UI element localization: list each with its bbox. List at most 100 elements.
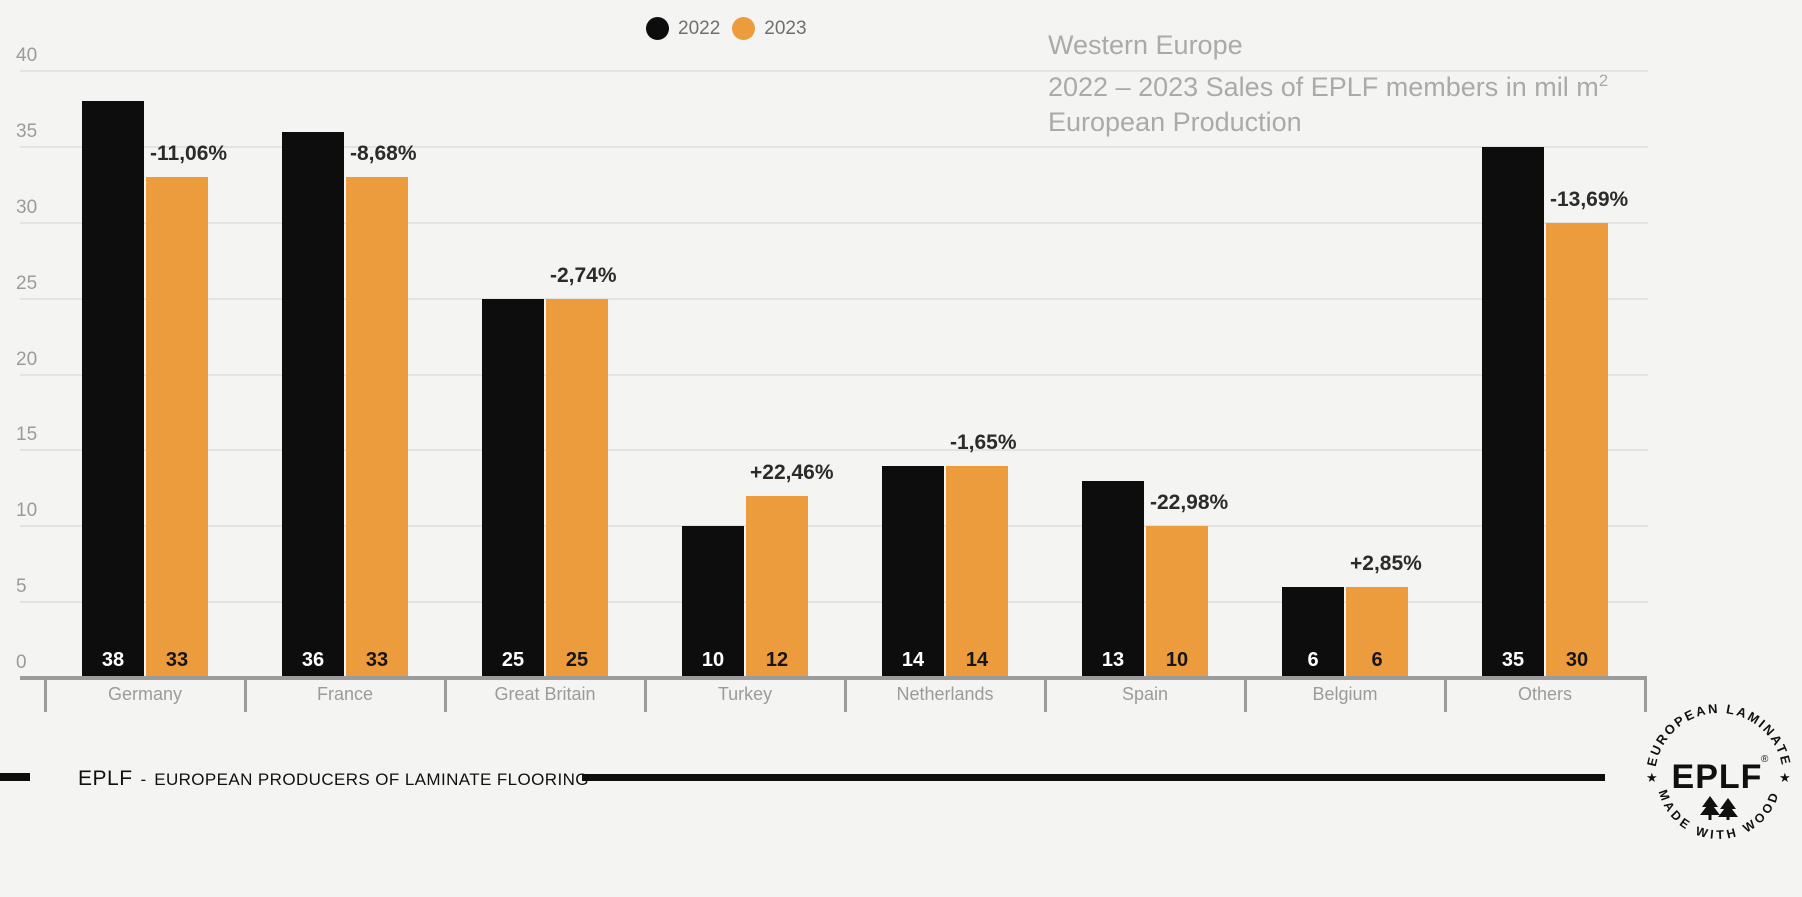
x-axis-tick	[644, 676, 647, 712]
bar-2023	[346, 177, 408, 678]
title-line-1: Western Europe	[1048, 30, 1243, 60]
y-axis-label: 35	[16, 120, 38, 142]
gridline	[20, 601, 1648, 604]
bar-2023	[546, 299, 608, 678]
x-axis-tick	[1444, 676, 1447, 712]
x-category-label: Great Britain	[494, 684, 596, 704]
bar-value-label: 12	[765, 649, 789, 671]
legend-dot-2023-icon	[732, 17, 756, 40]
gridline	[20, 297, 1648, 300]
footer-brand-name: EPLF	[78, 767, 133, 790]
x-axis-tick	[444, 676, 447, 712]
footer-right-rule	[582, 774, 1605, 781]
bar-value-label: 30	[1565, 649, 1589, 671]
bar-2023	[746, 496, 808, 678]
bar-value-label: 33	[165, 649, 189, 671]
y-axis-label: 0	[16, 652, 27, 673]
x-axis-tick	[1244, 676, 1247, 712]
logo-star-right-icon: ★	[1779, 770, 1791, 785]
bar-value-label: 6	[1371, 649, 1383, 671]
x-axis-tick	[1044, 676, 1047, 712]
bar-value-label: 10	[701, 649, 725, 671]
logo-arc-bottom-text: MADE WITH WOOD	[1656, 788, 1783, 842]
bar-2023	[946, 466, 1008, 678]
bar-2022	[82, 101, 144, 678]
bar-value-label: 14	[965, 649, 989, 671]
x-category-label: Others	[1517, 684, 1573, 704]
x-category-label: Belgium	[1312, 684, 1378, 704]
bar-value-label: 13	[1101, 649, 1125, 671]
legend-item-2022: 2022	[646, 17, 720, 40]
bar-2022	[482, 299, 544, 678]
bar-value-label: 33	[365, 649, 389, 671]
bar-value-label: 10	[1165, 649, 1189, 671]
x-category-label: Germany	[107, 684, 183, 704]
gridline	[20, 70, 1648, 72]
legend-dot-2022-icon	[646, 17, 669, 40]
x-axis-tick	[1644, 676, 1647, 712]
x-category-label: Spain	[1121, 684, 1169, 704]
footer-left-rule	[0, 773, 30, 781]
y-axis-label: 25	[16, 272, 38, 294]
x-axis-tick	[844, 676, 847, 712]
bar-value-label: 36	[301, 649, 325, 671]
bar-2022	[882, 466, 944, 678]
change-label: +22,46%	[750, 460, 834, 484]
chart-legend: 2022 2023	[646, 17, 807, 40]
x-axis-tick	[244, 676, 247, 712]
gridline	[20, 525, 1648, 528]
title-line-2: 2022 – 2023 Sales of EPLF members in mil…	[1048, 71, 1609, 102]
x-category-label: France	[316, 684, 374, 704]
bar-value-label: 25	[501, 649, 525, 671]
logo-center-text: EPLF	[1672, 758, 1763, 796]
legend-label-2023: 2023	[764, 17, 807, 39]
eplf-logo: EUROPEAN LAMINATE MADE WITH WOOD ★ ★ EPL…	[1644, 701, 1792, 842]
bar-2023	[1346, 587, 1408, 678]
x-category-label: Netherlands	[896, 684, 994, 704]
bar-2022	[1282, 587, 1344, 678]
gridline	[20, 145, 1648, 148]
logo-trees-icon	[1700, 796, 1738, 820]
chart-title: Western Europe 2022 – 2023 Sales of EPLF…	[1048, 28, 1608, 140]
x-axis-baseline	[20, 676, 1645, 680]
change-label: -1,65%	[950, 430, 1017, 454]
y-axis-label: 40	[16, 45, 38, 66]
bar-value-label: 14	[901, 649, 925, 671]
bar-2022	[1082, 481, 1144, 678]
y-axis-label: 15	[16, 424, 38, 446]
bar-value-label: 38	[101, 649, 125, 671]
footer-brand-text: EUROPEAN PRODUCERS OF LAMINATE FLOORING	[154, 770, 589, 789]
y-axis-label: 30	[16, 196, 38, 218]
title-line-3: European Production	[1048, 107, 1302, 137]
change-label: -8,68%	[350, 142, 417, 166]
bar-2023	[146, 177, 208, 678]
y-axis-label: 10	[16, 500, 38, 522]
change-label: -22,98%	[1150, 491, 1229, 515]
bar-2023	[1146, 526, 1208, 678]
gridline	[20, 449, 1648, 452]
y-axis-label: 5	[16, 576, 27, 598]
title-superscript: 2	[1598, 71, 1609, 90]
gridline	[20, 373, 1648, 376]
change-label: -2,74%	[550, 263, 617, 287]
footer-separator: -	[140, 770, 147, 789]
change-label: -11,06%	[150, 142, 228, 166]
bar-2022	[1482, 147, 1544, 678]
bar-2022	[682, 526, 744, 678]
change-label: -13,69%	[1550, 187, 1629, 211]
change-label: +2,85%	[1350, 551, 1422, 575]
bar-2023	[1546, 223, 1608, 678]
legend-label-2022: 2022	[678, 17, 721, 39]
x-axis-tick	[44, 676, 47, 712]
footer-brand-line: EPLF - EUROPEAN PRODUCERS OF LAMINATE FL…	[78, 767, 589, 791]
gridline	[20, 221, 1648, 224]
legend-item-2023: 2023	[732, 17, 807, 40]
bar-2022	[282, 132, 344, 678]
y-axis-label: 20	[16, 348, 38, 370]
bar-value-label: 35	[1501, 649, 1525, 671]
logo-star-left-icon: ★	[1646, 770, 1658, 785]
bar-value-label: 6	[1307, 649, 1319, 671]
bar-value-label: 25	[565, 649, 589, 671]
logo-registered-mark: ®	[1761, 754, 1769, 765]
